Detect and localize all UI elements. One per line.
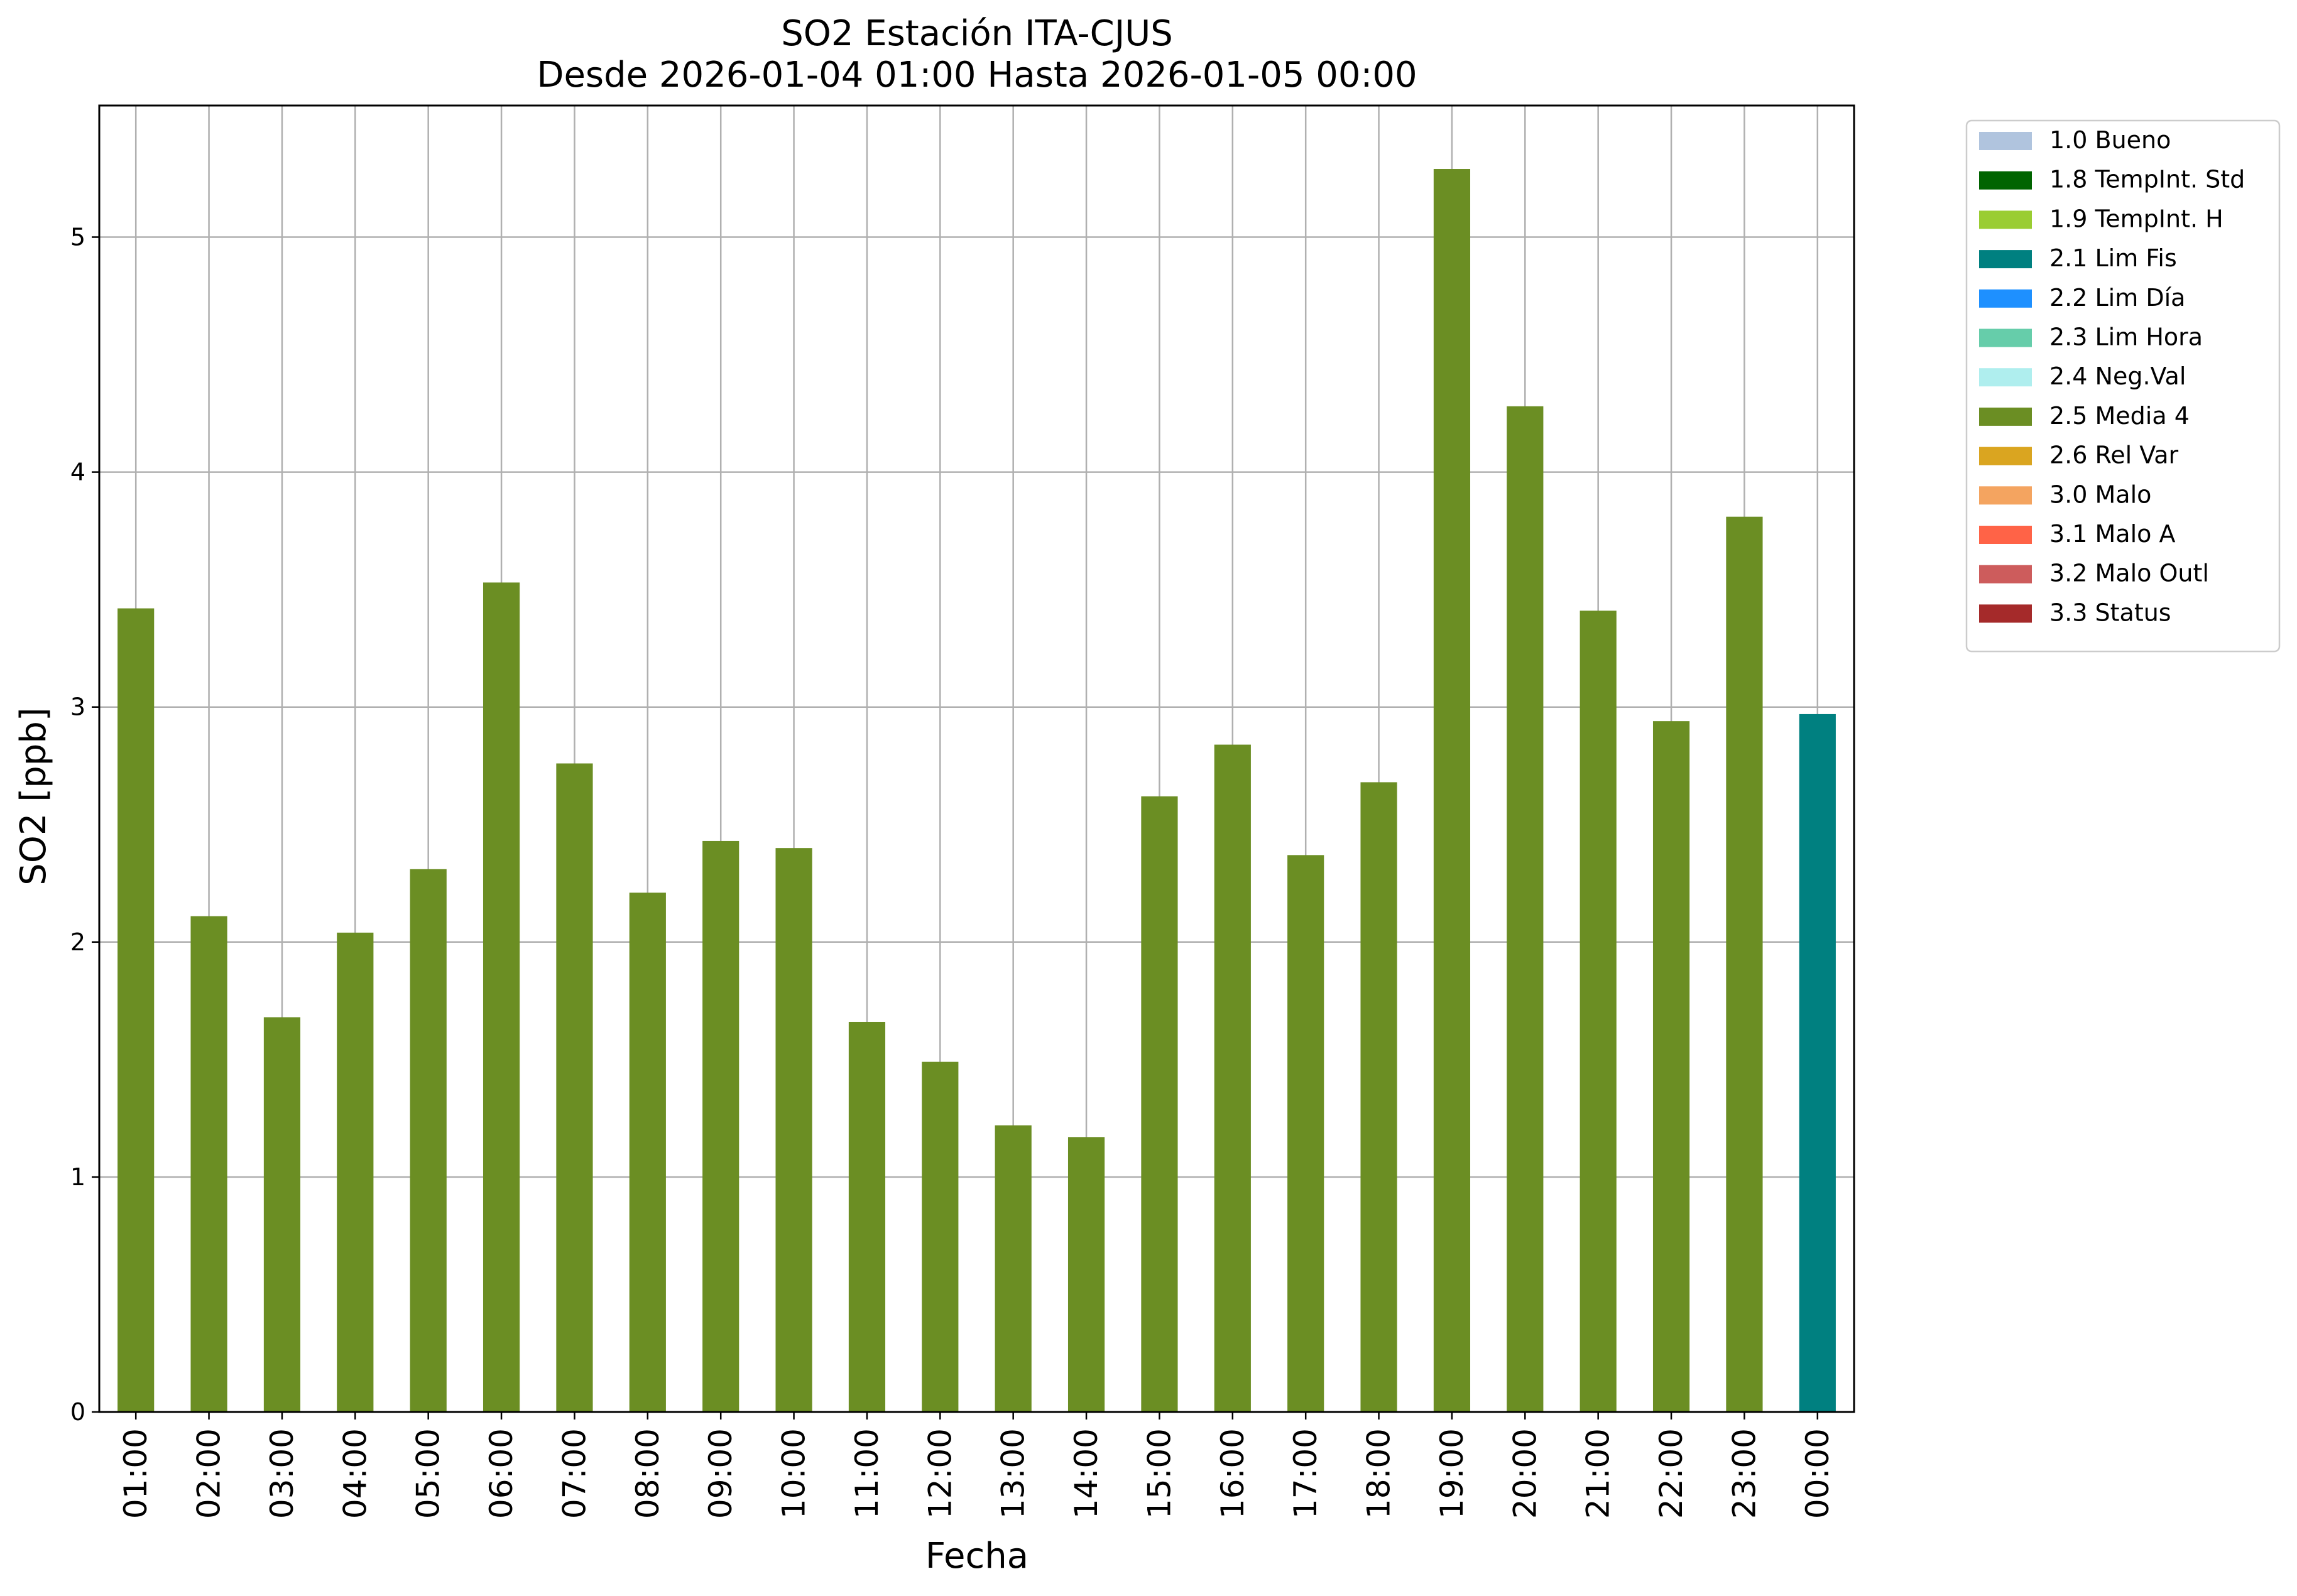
bar-1200 bbox=[922, 1061, 959, 1412]
legend-label: 2.2 Lim Día bbox=[2049, 284, 2185, 312]
x-tick-label: 21:00 bbox=[1580, 1428, 1617, 1519]
legend-label: 3.2 Malo Outl bbox=[2049, 560, 2209, 587]
legend-swatch bbox=[1979, 368, 2032, 387]
x-tick-label: 00:00 bbox=[1799, 1428, 1836, 1519]
bar-1500 bbox=[1141, 796, 1178, 1412]
legend-label: 3.0 Malo bbox=[2049, 480, 2151, 508]
bars bbox=[117, 169, 1836, 1413]
bar-2100 bbox=[1580, 611, 1617, 1412]
x-tick-label: 23:00 bbox=[1726, 1428, 1762, 1519]
chart-subtitle: Desde 2026-01-04 01:00 Hasta 2026-01-05 … bbox=[537, 55, 1417, 95]
y-tick-label: 1 bbox=[70, 1163, 85, 1191]
bar-0600 bbox=[483, 582, 520, 1412]
y-tick-label: 4 bbox=[70, 459, 85, 486]
x-tick-label: 05:00 bbox=[410, 1428, 447, 1519]
bar-0400 bbox=[337, 932, 374, 1412]
y-axis-ticks: 0 1 2 3 4 5 bbox=[70, 223, 99, 1426]
x-tick-label: 12:00 bbox=[922, 1428, 958, 1519]
x-tick-label: 06:00 bbox=[483, 1428, 520, 1519]
y-tick-label: 2 bbox=[70, 928, 85, 956]
bar-2300 bbox=[1726, 516, 1763, 1412]
legend-swatch bbox=[1979, 604, 2032, 623]
bar-1300 bbox=[995, 1125, 1032, 1412]
bar-1600 bbox=[1214, 744, 1251, 1412]
legend-swatch bbox=[1979, 132, 2032, 150]
x-tick-label: 04:00 bbox=[337, 1428, 373, 1519]
y-tick-label: 3 bbox=[70, 693, 85, 721]
x-tick-label: 16:00 bbox=[1214, 1428, 1251, 1519]
bar-0500 bbox=[410, 869, 447, 1412]
bar-2200 bbox=[1652, 721, 1690, 1412]
x-tick-label: 07:00 bbox=[556, 1428, 592, 1519]
bar-0700 bbox=[556, 763, 593, 1412]
legend-box bbox=[1965, 119, 2281, 653]
bar-1100 bbox=[848, 1021, 886, 1412]
x-tick-label: 02:00 bbox=[191, 1428, 227, 1519]
bar-0300 bbox=[263, 1017, 301, 1412]
legend-label: 2.6 Rel Var bbox=[2049, 442, 2179, 469]
legend-swatch bbox=[1979, 250, 2032, 269]
legend-swatch bbox=[1979, 210, 2032, 229]
bar-2000 bbox=[1507, 406, 1544, 1413]
bar-1900 bbox=[1433, 169, 1471, 1412]
legend-label: 2.4 Neg.Val bbox=[2049, 362, 2186, 390]
x-tick-label: 09:00 bbox=[702, 1428, 739, 1519]
x-tick-label: 10:00 bbox=[776, 1428, 812, 1519]
x-axis-label: Fecha bbox=[925, 1536, 1028, 1577]
y-axis-label: SO2 [ppb] bbox=[13, 707, 54, 885]
legend-label: 2.3 Lim Hora bbox=[2049, 323, 2203, 351]
x-tick-label: 17:00 bbox=[1287, 1428, 1324, 1519]
bar-0800 bbox=[629, 893, 666, 1412]
legend-swatch bbox=[1979, 289, 2032, 308]
legend-label: 1.9 TempInt. H bbox=[2049, 205, 2223, 232]
legend-swatch bbox=[1979, 526, 2032, 544]
legend-swatch bbox=[1979, 447, 2032, 465]
y-tick-label: 0 bbox=[70, 1398, 85, 1426]
bar-1800 bbox=[1360, 782, 1397, 1412]
x-tick-label: 22:00 bbox=[1653, 1428, 1689, 1519]
y-tick-label: 5 bbox=[70, 223, 85, 251]
legend-label: 2.5 Media 4 bbox=[2049, 402, 2190, 430]
legend: 1.0 Bueno 1.8 TempInt. Std 1.9 TempInt. H 2… bbox=[1965, 119, 2281, 653]
x-tick-label: 03:00 bbox=[264, 1428, 300, 1519]
bar-1000 bbox=[775, 848, 812, 1412]
x-axis-ticks: 01:00 02:00 03:00 04:00 05:00 06:00 07:00 08:00… bbox=[117, 1412, 1836, 1519]
legend-swatch bbox=[1979, 328, 2032, 347]
bar-0100 bbox=[117, 608, 155, 1412]
x-tick-label: 19:00 bbox=[1434, 1428, 1470, 1519]
bar-0900 bbox=[702, 840, 739, 1412]
bar-0200 bbox=[190, 916, 227, 1412]
bar-1400 bbox=[1067, 1137, 1105, 1412]
bar-1700 bbox=[1287, 855, 1324, 1412]
x-tick-label: 18:00 bbox=[1361, 1428, 1397, 1519]
x-tick-label: 14:00 bbox=[1068, 1428, 1105, 1519]
legend-swatch bbox=[1979, 565, 2032, 584]
legend-swatch bbox=[1979, 171, 2032, 190]
legend-label: 3.3 Status bbox=[2049, 599, 2171, 626]
x-tick-label: 11:00 bbox=[849, 1428, 885, 1519]
bar-0000 bbox=[1799, 714, 1836, 1412]
legend-swatch bbox=[1979, 486, 2032, 505]
x-tick-label: 01:00 bbox=[117, 1428, 154, 1519]
x-tick-label: 13:00 bbox=[995, 1428, 1032, 1519]
legend-swatch bbox=[1979, 407, 2032, 426]
plot-frame bbox=[98, 104, 1855, 1413]
x-tick-label: 08:00 bbox=[630, 1428, 666, 1519]
legend-label: 2.1 Lim Fis bbox=[2049, 244, 2177, 272]
chart-title: SO2 Estación ITA-CJUS bbox=[781, 13, 1173, 54]
x-tick-label: 20:00 bbox=[1507, 1428, 1543, 1519]
legend-label: 1.8 TempInt. Std bbox=[2049, 166, 2245, 193]
x-tick-label: 15:00 bbox=[1141, 1428, 1177, 1519]
legend-label: 3.1 Malo A bbox=[2049, 520, 2175, 548]
legend-label: 1.0 Bueno bbox=[2049, 126, 2171, 154]
